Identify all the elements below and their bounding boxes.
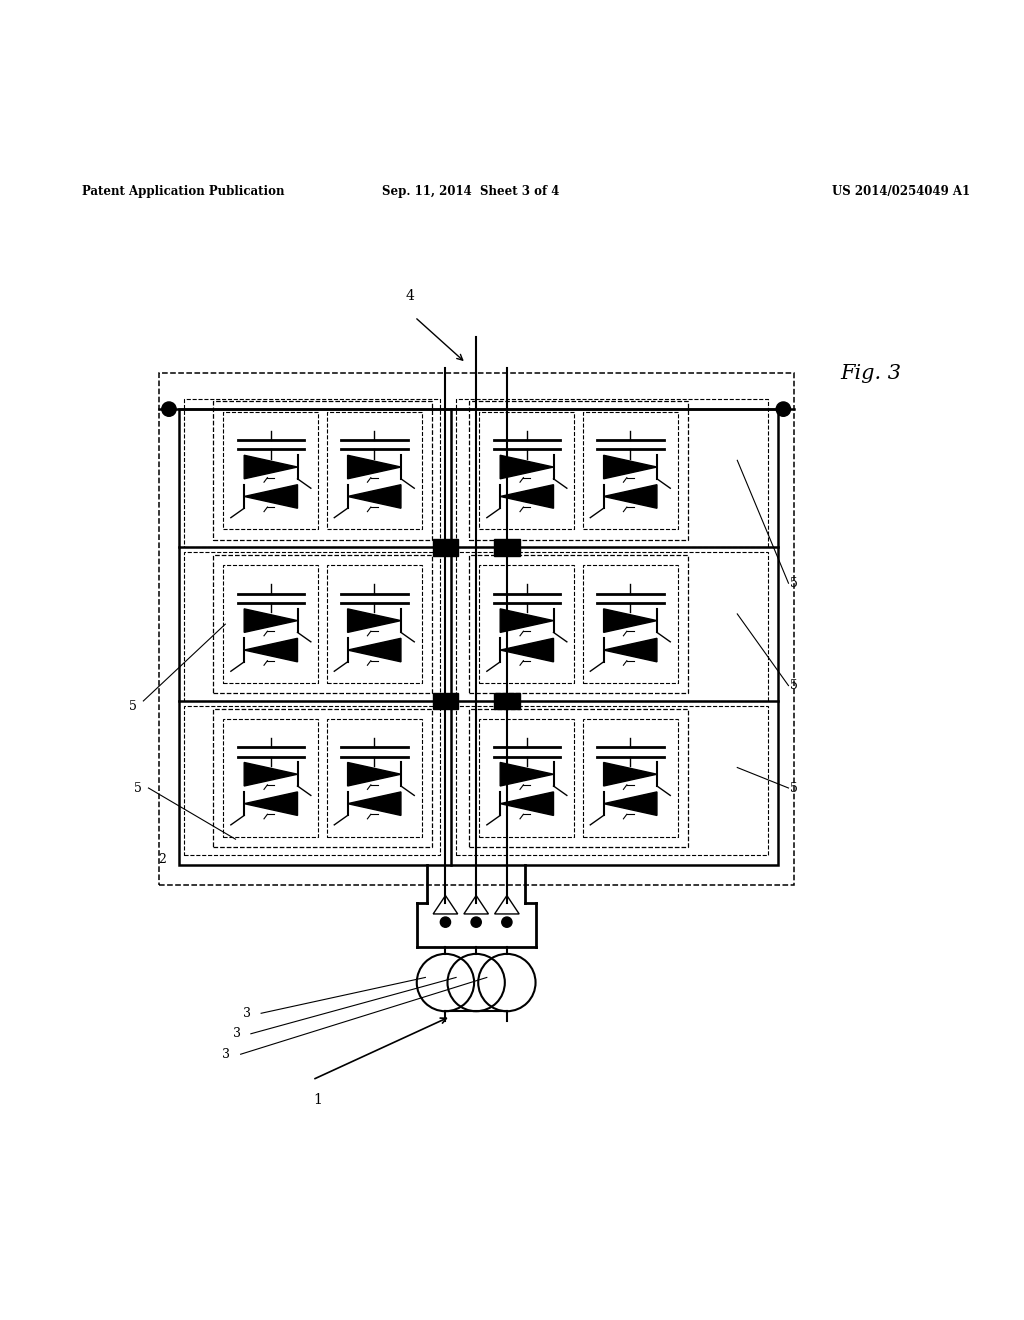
Bar [159, 374, 794, 886]
Polygon shape [244, 792, 298, 816]
Polygon shape [244, 484, 298, 508]
Bar [583, 719, 678, 837]
Polygon shape [603, 455, 657, 479]
Bar [432, 693, 459, 709]
Text: Fig. 3: Fig. 3 [840, 364, 901, 383]
Bar [223, 412, 318, 529]
Bar [327, 719, 422, 837]
Bar [583, 565, 678, 682]
Polygon shape [244, 609, 298, 632]
Polygon shape [500, 455, 554, 479]
Text: 1: 1 [313, 1093, 322, 1107]
Circle shape [440, 917, 451, 927]
Circle shape [162, 403, 176, 416]
Text: US 2014/0254049 A1: US 2014/0254049 A1 [833, 185, 970, 198]
Bar [456, 706, 768, 854]
Polygon shape [347, 763, 401, 785]
Polygon shape [244, 639, 298, 661]
Bar [213, 709, 432, 847]
Text: 3: 3 [222, 1048, 230, 1061]
Text: Sep. 11, 2014  Sheet 3 of 4: Sep. 11, 2014 Sheet 3 of 4 [382, 185, 560, 198]
Bar [327, 565, 422, 682]
Polygon shape [500, 639, 554, 661]
Bar [223, 719, 318, 837]
Text: 3: 3 [232, 1027, 241, 1040]
Polygon shape [500, 484, 554, 508]
Polygon shape [603, 639, 657, 661]
Polygon shape [347, 484, 401, 508]
Text: 2: 2 [158, 853, 166, 866]
Polygon shape [603, 484, 657, 508]
Bar [223, 565, 318, 682]
Bar [179, 409, 778, 865]
Polygon shape [347, 609, 401, 632]
Text: 4: 4 [406, 289, 414, 304]
Text: 5: 5 [129, 700, 137, 713]
Bar [583, 412, 678, 529]
Circle shape [776, 403, 791, 416]
Text: 3: 3 [243, 1007, 251, 1020]
Bar [327, 412, 422, 529]
Polygon shape [244, 763, 298, 785]
Text: Patent Application Publication: Patent Application Publication [82, 185, 285, 198]
Bar [494, 693, 519, 709]
Polygon shape [347, 639, 401, 661]
Bar [479, 565, 574, 682]
Bar [432, 539, 459, 556]
Text: 5: 5 [790, 577, 798, 590]
Text: 5: 5 [134, 781, 142, 795]
Polygon shape [500, 609, 554, 632]
Text: 5: 5 [790, 678, 798, 692]
Polygon shape [603, 763, 657, 785]
Bar [469, 709, 688, 847]
Polygon shape [347, 792, 401, 816]
Circle shape [502, 917, 512, 927]
Polygon shape [347, 455, 401, 479]
Bar [469, 401, 688, 540]
Bar [184, 553, 440, 701]
Bar [469, 554, 688, 693]
Polygon shape [603, 609, 657, 632]
Polygon shape [603, 792, 657, 816]
Bar [456, 553, 768, 701]
Text: 5: 5 [790, 781, 798, 795]
Bar [479, 719, 574, 837]
Bar [479, 412, 574, 529]
Polygon shape [244, 455, 298, 479]
Bar [184, 399, 440, 548]
Bar [494, 539, 519, 556]
Bar [184, 706, 440, 854]
Circle shape [471, 917, 481, 927]
Bar [213, 554, 432, 693]
Polygon shape [500, 792, 554, 816]
Bar [213, 401, 432, 540]
Polygon shape [500, 763, 554, 785]
Bar [456, 399, 768, 548]
